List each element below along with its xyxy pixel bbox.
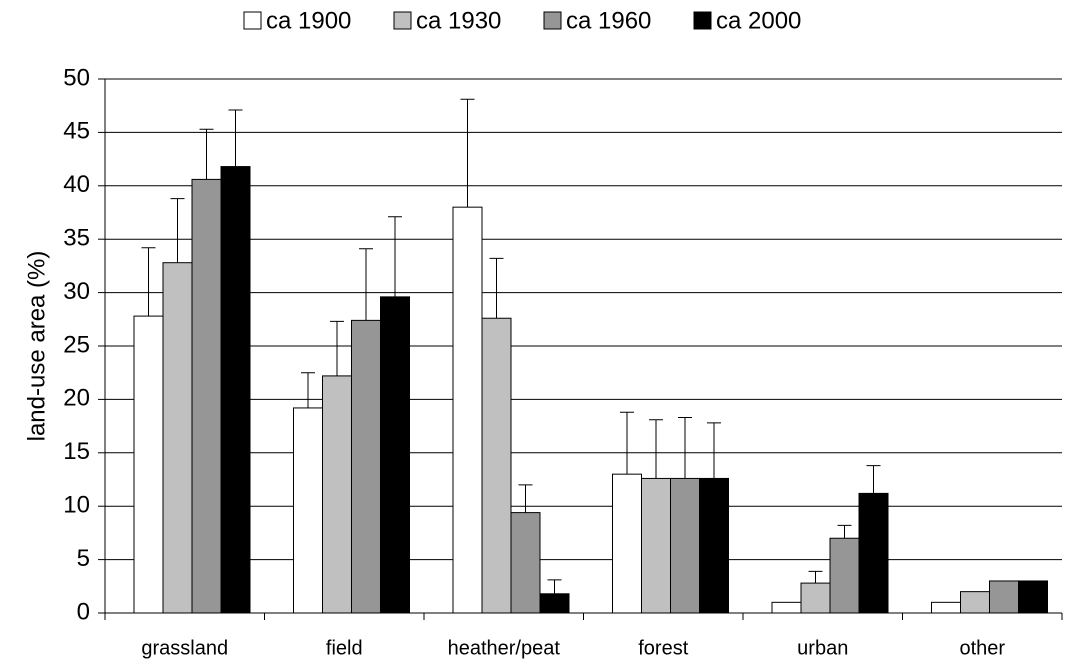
bar [351,319,381,614]
error-bar [866,465,881,494]
error-bar [547,579,562,594]
y-tick-label: 10 [63,492,90,519]
error-bar [199,128,214,180]
legend-label: ca 2000 [716,7,801,34]
legend-swatch [543,11,562,30]
error-bar [837,524,852,539]
bar [699,477,729,614]
legend-swatch [393,11,412,30]
error-bar [649,419,663,479]
x-tick-label: other [959,637,1005,659]
bar [133,315,164,614]
bar [452,206,483,614]
legend-label: ca 1960 [566,7,651,34]
error-bar [330,320,344,376]
x-tick-label: heather/peat [448,637,561,659]
bar [539,593,570,614]
legend-label: ca 1900 [266,7,351,34]
error-bar [678,417,692,479]
error-bar [707,422,721,479]
y-tick-label: 20 [63,385,90,412]
x-tick-label: grassland [141,637,228,659]
bar [829,537,860,614]
error-bar [301,372,315,408]
bar [481,317,512,614]
x-tick-label: urban [797,637,848,659]
legend-swatch [693,11,712,30]
bar [989,580,1019,614]
y-tick-label: 50 [63,64,90,91]
bar [510,512,541,614]
bar [322,375,352,614]
legend-label: ca 1930 [416,7,501,34]
y-tick-label: 40 [63,171,90,198]
error-bar [518,484,533,513]
bar [220,166,251,614]
error-bar [489,257,504,319]
y-tick-label: 25 [63,331,90,358]
x-tick-label: field [326,637,363,659]
bar [771,601,802,614]
y-tick-label: 35 [63,225,90,252]
bar [800,582,831,614]
error-bar [620,411,634,475]
y-tick-label: 15 [63,438,90,465]
error-bar [228,109,243,167]
error-bar [359,248,373,321]
bar [293,407,323,614]
legend-swatch [243,11,262,30]
bar [191,178,222,614]
bar [670,477,700,614]
error-bar [808,570,823,584]
y-tick-label: 30 [63,278,90,305]
error-bar [170,198,185,263]
bar [162,262,193,614]
bar [1018,580,1048,614]
bar [612,473,642,614]
bar [380,296,410,614]
x-tick-label: forest [638,637,688,659]
y-tick-label: 0 [77,598,90,625]
bar [931,601,961,614]
y-axis-title: land-use area (%) [23,251,50,442]
bar [858,492,889,614]
error-bar [388,216,402,297]
error-bar [141,247,156,317]
error-bar [460,98,475,208]
bar [960,591,990,614]
y-tick-label: 45 [63,118,90,145]
bar [641,477,671,614]
y-tick-label: 5 [77,545,90,572]
